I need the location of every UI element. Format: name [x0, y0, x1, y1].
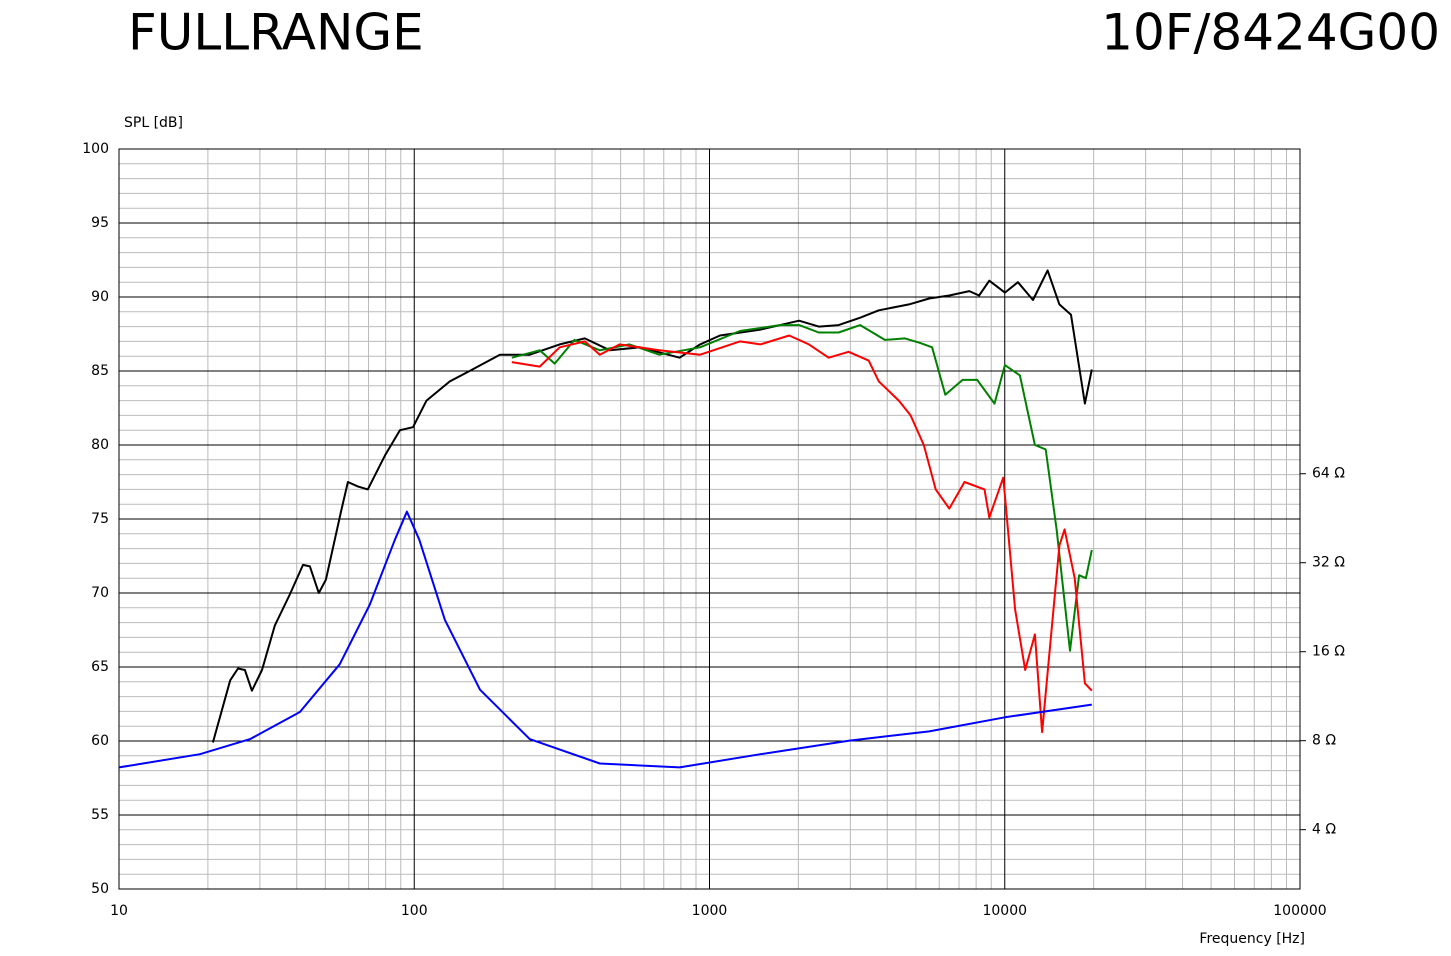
series-line [211, 269, 1093, 743]
plot-frame [118, 148, 1301, 890]
series-line [511, 334, 1093, 734]
x-tick-label: 10 [110, 903, 128, 919]
x-tick-label: 10000 [982, 903, 1027, 919]
series-line [511, 324, 1093, 652]
grid [118, 148, 1306, 890]
y2-tick-label: 4 Ω [1312, 822, 1336, 838]
y-tick-label: 65 [91, 659, 109, 675]
y-axis-label: SPL [dB] [124, 115, 183, 131]
y-tick-label: 100 [82, 141, 109, 157]
y-tick-label: 90 [91, 289, 109, 305]
y2-tick-label: 16 Ω [1312, 644, 1345, 660]
x-tick-label: 1000 [692, 903, 728, 919]
y-tick-label: 75 [91, 511, 109, 527]
plot [118, 269, 1093, 769]
y2-tick-label: 64 Ω [1312, 466, 1345, 482]
y2-tick-label: 8 Ω [1312, 733, 1336, 749]
y-tick-label: 85 [91, 363, 109, 379]
y-tick-label: 70 [91, 585, 109, 601]
chart-subtitle: 10F/8424G00 [1101, 4, 1440, 62]
y-tick-label: 60 [91, 733, 109, 749]
chart-title: FULLRANGE [128, 4, 424, 62]
x-tick-label: 100 [401, 903, 428, 919]
series-line [118, 510, 1092, 769]
x-axis-label: Frequency [Hz] [1199, 931, 1305, 947]
y-tick-label: 55 [91, 807, 109, 823]
y-tick-label: 50 [91, 881, 109, 897]
y-tick-label: 95 [91, 215, 109, 231]
y-tick-label: 80 [91, 437, 109, 453]
y2-tick-label: 32 Ω [1312, 555, 1345, 571]
x-tick-label: 100000 [1273, 903, 1326, 919]
